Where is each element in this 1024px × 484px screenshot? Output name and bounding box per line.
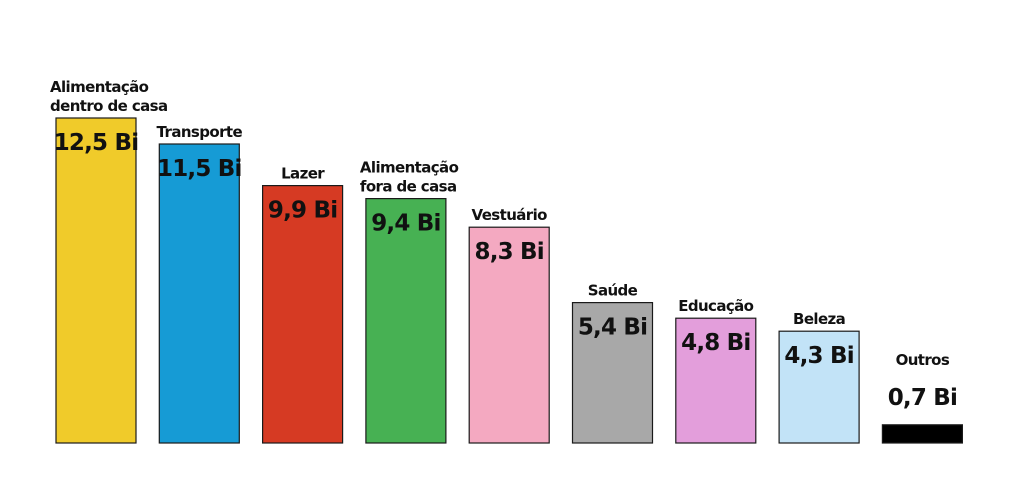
bar-lazer — [262, 185, 344, 444]
value-labels-group: 12,5 Bi 11,5 Bi 9,9 Bi 9,4 Bi 8,3 Bi 5,4 Bi 4,… — [54, 130, 958, 411]
bar-transporte — [158, 143, 240, 444]
bar-saude — [571, 302, 654, 444]
category-label-vestuario: Vestuário — [472, 206, 548, 224]
category-label-alimentacao-dentro-de-casa: Alimentação dentro de casa — [50, 78, 167, 115]
bar-alimentacao-dentro-de-casa — [55, 117, 137, 444]
value-label-educacao: 4,8 Bi — [681, 330, 750, 356]
value-label-vestuario: 8,3 Bi — [475, 239, 544, 265]
category-label-lazer: Lazer — [281, 165, 325, 183]
category-label-line: Transporte — [157, 123, 243, 141]
bar-alimentacao-fora-de-casa — [365, 198, 447, 444]
category-label-outros: Outros — [896, 351, 950, 369]
value-label-outros: 0,7 Bi — [888, 385, 957, 411]
value-label-lazer: 9,9 Bi — [268, 198, 337, 224]
category-label-line: Beleza — [793, 310, 845, 328]
value-label-beleza: 4,3 Bi — [784, 343, 853, 369]
category-label-line: Alimentação — [360, 159, 459, 177]
bar-beleza — [778, 330, 860, 444]
bars-group — [55, 117, 964, 444]
bar-educacao — [675, 317, 757, 444]
category-label-line: Saúde — [588, 282, 638, 300]
category-label-educacao: Educação — [678, 297, 753, 315]
category-label-line: Outros — [896, 351, 950, 369]
category-label-line: dentro de casa — [50, 97, 167, 115]
category-label-beleza: Beleza — [793, 310, 845, 328]
category-label-transporte: Transporte — [157, 123, 243, 141]
category-labels-group: Alimentação dentro de casaTransporteLazer… — [50, 78, 950, 369]
value-label-transporte: 11,5 Bi — [157, 156, 242, 182]
value-label-saude: 5,4 Bi — [578, 315, 647, 341]
category-label-line: Vestuário — [472, 206, 548, 224]
value-label-alimentacao-dentro-de-casa: 12,5 Bi — [54, 130, 139, 156]
category-label-line: Educação — [678, 297, 753, 315]
bar-vestuario — [468, 226, 550, 444]
category-label-alimentacao-fora-de-casa: Alimentação fora de casa — [360, 159, 459, 196]
bar-outros — [881, 424, 964, 444]
category-label-line: Lazer — [281, 165, 325, 183]
category-label-line: fora de casa — [360, 178, 457, 196]
category-label-saude: Saúde — [588, 282, 638, 300]
value-label-alimentacao-fora-de-casa: 9,4 Bi — [371, 211, 440, 237]
category-label-line: Alimentação — [50, 78, 149, 96]
